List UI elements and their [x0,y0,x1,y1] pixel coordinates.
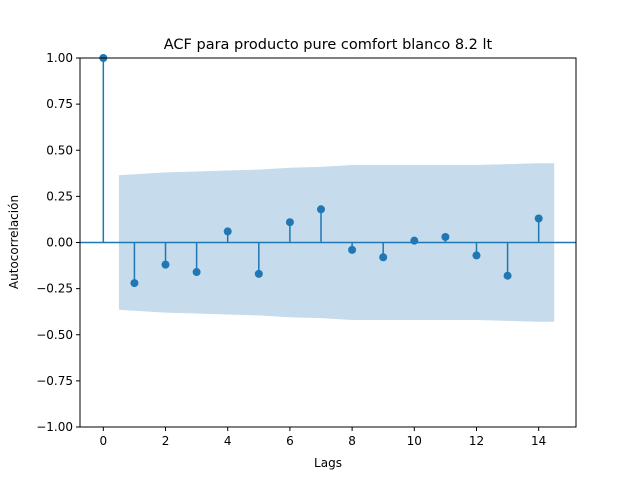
x-axis-label: Lags [314,456,342,470]
acf-point [254,269,263,278]
x-tick-label: 6 [286,434,294,448]
acf-point [285,218,294,227]
x-tick-label: 14 [531,434,546,448]
x-tick-label: 2 [162,434,170,448]
x-tick-label: 12 [469,434,484,448]
acf-point [472,251,481,260]
x-tick-label: 0 [100,434,108,448]
y-tick-label: 0.25 [46,189,73,203]
x-axis: 0 2 4 6 8 10 12 14 [100,427,546,448]
y-tick-label: −0.50 [36,328,73,342]
acf-point [348,245,357,254]
acf-point [192,268,201,277]
y-tick-label: 0.50 [46,143,73,157]
y-tick-label: −0.75 [36,374,73,388]
acf-point [410,236,419,245]
chart-title: ACF para producto pure comfort blanco 8.… [164,37,493,53]
x-tick-label: 10 [407,434,422,448]
y-tick-label: 0.00 [46,236,73,250]
acf-point [441,232,450,241]
acf-point [534,214,543,223]
x-tick-label: 4 [224,434,232,448]
acf-point [223,227,232,236]
acf-point [503,271,512,280]
acf-point [130,279,139,288]
y-tick-label: −0.25 [36,282,73,296]
y-tick-label: −1.00 [36,420,73,434]
y-axis-label: Autocorrelación [7,195,21,289]
y-axis: −1.00 −0.75 −0.50 −0.25 0.00 0.25 0.50 0.75 1.00 [36,51,80,434]
y-tick-label: 1.00 [46,51,73,65]
plot-area [80,54,576,322]
x-tick-label: 8 [348,434,356,448]
acf-point [161,260,170,269]
acf-point [317,205,326,214]
acf-point [379,253,388,262]
y-tick-label: 0.75 [46,97,73,111]
